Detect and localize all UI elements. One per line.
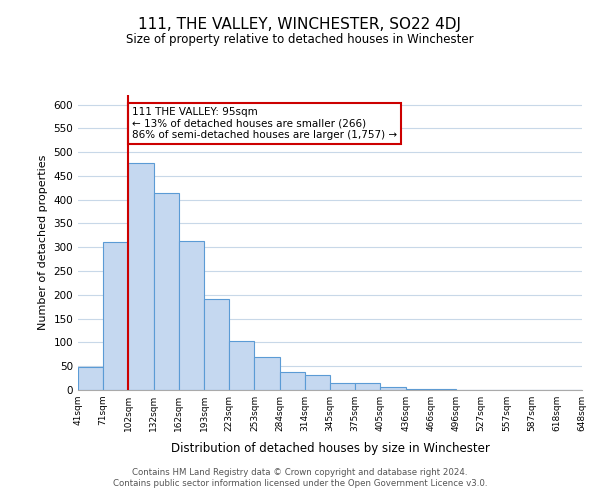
Text: Size of property relative to detached houses in Winchester: Size of property relative to detached ho… — [126, 32, 474, 46]
Bar — [280, 372, 305, 390]
Text: 111, THE VALLEY, WINCHESTER, SO22 4DJ: 111, THE VALLEY, WINCHESTER, SO22 4DJ — [139, 18, 461, 32]
Bar — [355, 383, 380, 390]
Bar — [305, 375, 330, 390]
Y-axis label: Number of detached properties: Number of detached properties — [38, 155, 48, 330]
Bar — [179, 241, 204, 390]
Bar — [78, 367, 103, 390]
X-axis label: Distribution of detached houses by size in Winchester: Distribution of detached houses by size … — [170, 442, 490, 456]
Bar — [431, 388, 456, 390]
Bar — [103, 242, 128, 390]
Bar — [254, 357, 280, 390]
Bar — [229, 340, 254, 390]
Text: 111 THE VALLEY: 95sqm
← 13% of detached houses are smaller (266)
86% of semi-det: 111 THE VALLEY: 95sqm ← 13% of detached … — [132, 107, 397, 140]
Text: Contains HM Land Registry data © Crown copyright and database right 2024.
Contai: Contains HM Land Registry data © Crown c… — [113, 468, 487, 487]
Bar — [330, 383, 355, 390]
Bar — [380, 386, 406, 390]
Bar — [406, 388, 431, 390]
Bar — [154, 192, 179, 390]
Bar — [128, 162, 154, 390]
Bar — [204, 298, 229, 390]
